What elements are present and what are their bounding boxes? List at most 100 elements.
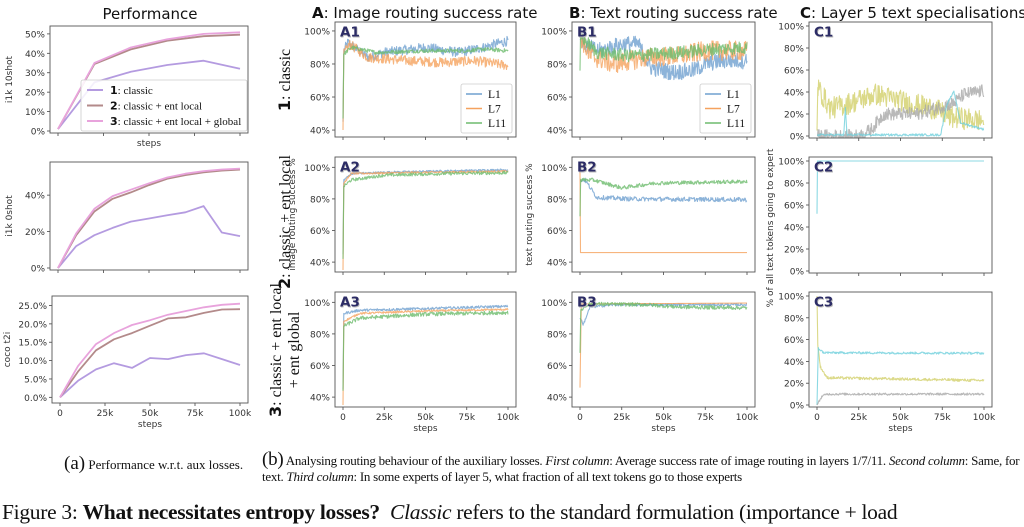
legend-box (80, 79, 248, 132)
series-group (57, 167, 241, 269)
caption-b-second-column: Second column (888, 453, 965, 468)
figure-canvas: Performance A: Image routing success rat… (3, 4, 1024, 434)
caption-b-text-1: Analysing routing behaviour of the auxil… (283, 453, 546, 468)
y-tick-label: 10.0% (18, 357, 47, 367)
series-line-l11 (579, 31, 748, 71)
y-tick-label: 100% (304, 164, 330, 174)
plot-frame (571, 156, 756, 273)
row-3-label: 3: classic + ent local (266, 283, 285, 417)
panel-label-shadow: B1 (578, 26, 598, 42)
series-line-l7 (342, 307, 509, 406)
y-tick-label: 100% (541, 164, 567, 174)
figure-caption-text: refers to the standard formulation (impo… (451, 500, 898, 524)
series-line-l7 (342, 39, 509, 131)
performance-title: Performance (102, 5, 197, 23)
y-tick-label: 80% (784, 180, 804, 190)
series-line-expert-yellow (816, 79, 985, 131)
legend-entry: L11 (488, 118, 506, 130)
x-tick-label: 50k (417, 413, 434, 423)
y-axis-label: coco t2i (3, 332, 13, 368)
column-c-letter: C (800, 4, 811, 22)
caption-b-text-2: : Average success rate of image routing … (609, 453, 889, 468)
plot-frame (808, 291, 993, 408)
series-line-1-classic (59, 352, 241, 398)
series-group (342, 304, 509, 406)
plot-frame (334, 156, 517, 273)
legend-entry: L11 (727, 118, 745, 130)
x-axis-label: steps (888, 424, 912, 434)
series-line-l11 (342, 45, 509, 119)
row-3-text-line2: + ent global (286, 311, 303, 388)
legend-text: : classic + ent local (118, 101, 202, 113)
x-tick-label: 100k (736, 413, 759, 423)
row-1-text: : classic (277, 49, 294, 100)
series-line-expert-cyan (816, 90, 985, 137)
x-axis-label: steps (138, 420, 162, 430)
x-tick-label: 50k (142, 409, 159, 419)
panel-label-shadow: C1 (815, 26, 834, 42)
y-tick-label: 80% (310, 195, 330, 205)
figure-caption-gap (380, 500, 390, 524)
y-tick-label: 100% (304, 27, 330, 37)
column-c-title: : Layer 5 text specialisations (811, 4, 1024, 22)
y-tick-label: 40% (784, 224, 804, 234)
y-tick-label: 40% (547, 127, 567, 137)
caption-b-text-3: : Same, for text. (262, 453, 1020, 484)
row-2-label: 2: classic + ent local (275, 155, 294, 289)
panel-label-shadow: A3 (341, 296, 361, 312)
row-3-text-line1: : classic + ent local (268, 283, 285, 406)
series-line-2-classic-ent-local (57, 168, 241, 269)
plot-frame (334, 21, 517, 138)
x-tick-label: 75k (697, 413, 714, 423)
plot-frame (571, 21, 756, 138)
y-tick-label: 60% (547, 227, 567, 237)
column-c-header: C: Layer 5 text specialisations (800, 4, 1024, 22)
panel-label: A3 (340, 295, 360, 311)
series-line-expert-yellow (816, 295, 985, 382)
legend-entry: L7 (488, 104, 501, 116)
panel-label: B1 (577, 25, 597, 41)
series-line-3-classic-ent-local-global (57, 31, 241, 130)
y-tick-label: 60% (547, 362, 567, 372)
series-group (816, 160, 984, 214)
legend-box (460, 83, 513, 134)
x-tick-label: 50k (655, 413, 672, 423)
x-tick-label: 100k (973, 413, 996, 423)
chart-C2: 0% 20% 40% 60% 80% 100%% of all text tokens g… (766, 148, 993, 307)
y-tick-label: 40% (310, 127, 330, 137)
y-tick-label: 20% (784, 380, 804, 390)
row-1-number: 1 (275, 100, 294, 111)
y-tick-label: 40% (784, 358, 804, 368)
y-tick-label: 80% (784, 314, 804, 324)
figure-number: Figure 3: (2, 500, 83, 524)
y-tick-label: 20% (784, 246, 804, 256)
y-tick-label: 30% (25, 69, 45, 79)
panel-label: C2 (814, 160, 833, 176)
y-tick-label: 80% (547, 195, 567, 205)
x-tick-label: 75k (934, 413, 951, 423)
panel-label-shadow: B3 (578, 296, 598, 312)
panel-label: C3 (814, 295, 833, 311)
y-axis-label: text routing success % (525, 163, 535, 266)
x-tick-label: 25k (613, 413, 630, 423)
row-3-number: 3 (266, 406, 285, 417)
legend-number: 1 (110, 84, 118, 97)
series-line-2-classic-ent-local (59, 308, 241, 398)
y-tick-label: 80% (310, 60, 330, 70)
y-tick-label: 100% (778, 23, 804, 33)
plot-frame (49, 161, 249, 271)
series-line-expert-cyan (816, 346, 985, 406)
y-axis-label: image routing success % (288, 158, 298, 271)
y-tick-label: 80% (547, 330, 567, 340)
column-b-letter: B (569, 4, 580, 22)
column-a-letter: A (312, 4, 324, 22)
series-group (816, 79, 985, 138)
y-tick-label: 60% (310, 362, 330, 372)
y-tick-label: 40% (25, 192, 45, 202)
